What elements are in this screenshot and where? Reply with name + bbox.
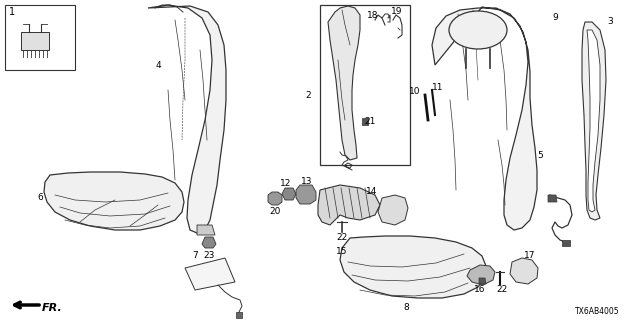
Polygon shape	[296, 185, 316, 204]
Text: 22: 22	[497, 285, 508, 294]
Text: 9: 9	[552, 13, 558, 22]
Text: 3: 3	[607, 18, 613, 27]
Polygon shape	[562, 240, 570, 246]
Polygon shape	[582, 22, 606, 220]
Polygon shape	[268, 192, 282, 205]
Text: 8: 8	[403, 303, 409, 313]
Ellipse shape	[449, 11, 507, 49]
Text: 12: 12	[280, 180, 292, 188]
Text: 11: 11	[432, 84, 444, 92]
Text: 6: 6	[37, 194, 43, 203]
Text: 19: 19	[391, 7, 403, 17]
Text: 20: 20	[269, 207, 281, 217]
Text: 5: 5	[537, 150, 543, 159]
Polygon shape	[21, 32, 49, 50]
Polygon shape	[185, 258, 235, 290]
Text: 13: 13	[301, 178, 313, 187]
Polygon shape	[378, 195, 408, 225]
Polygon shape	[202, 237, 216, 248]
Text: 18: 18	[367, 11, 379, 20]
Polygon shape	[510, 258, 538, 284]
Polygon shape	[328, 6, 360, 160]
Polygon shape	[467, 265, 495, 285]
Polygon shape	[44, 172, 184, 230]
Text: 2: 2	[305, 91, 311, 100]
Text: 23: 23	[204, 251, 214, 260]
Text: 1: 1	[9, 7, 15, 17]
Text: 21: 21	[364, 117, 376, 126]
Polygon shape	[548, 195, 557, 202]
Text: 16: 16	[474, 285, 486, 294]
Polygon shape	[432, 7, 537, 230]
Text: 14: 14	[366, 188, 378, 196]
Polygon shape	[362, 118, 368, 125]
Text: FR.: FR.	[42, 303, 62, 313]
Polygon shape	[282, 188, 296, 200]
Polygon shape	[5, 5, 75, 70]
Text: 17: 17	[524, 251, 536, 260]
Polygon shape	[318, 185, 380, 225]
Text: 10: 10	[409, 87, 420, 97]
Polygon shape	[197, 225, 215, 235]
Polygon shape	[587, 30, 600, 212]
Text: 4: 4	[155, 60, 161, 69]
Text: 22: 22	[337, 234, 348, 243]
Polygon shape	[479, 278, 486, 284]
Polygon shape	[320, 5, 410, 165]
Polygon shape	[148, 5, 226, 233]
Text: TX6AB4005: TX6AB4005	[575, 308, 620, 316]
Text: 7: 7	[192, 251, 198, 260]
Text: 15: 15	[336, 247, 348, 257]
Polygon shape	[340, 236, 486, 298]
Polygon shape	[236, 312, 242, 318]
